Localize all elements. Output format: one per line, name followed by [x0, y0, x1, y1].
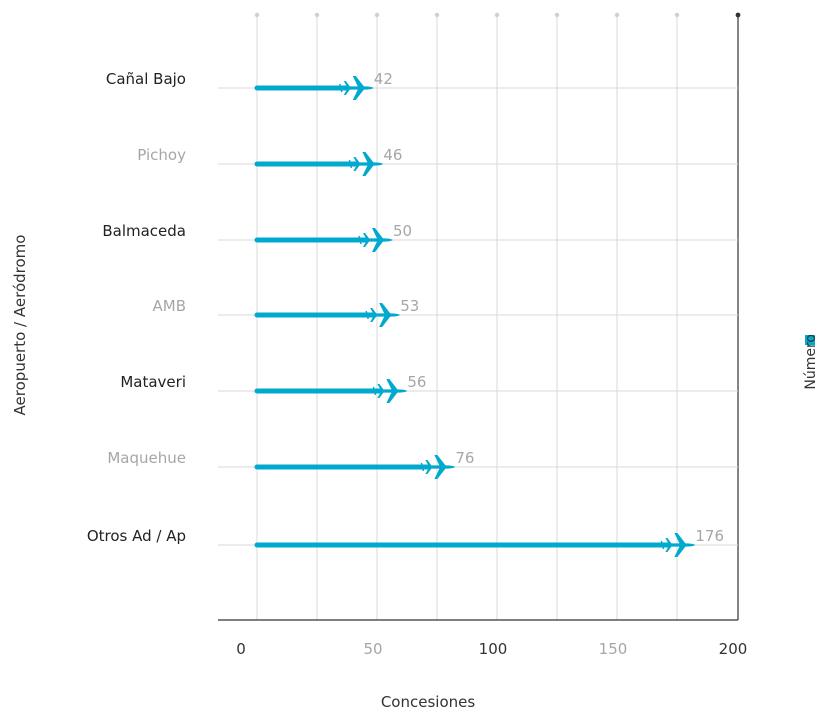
bars	[254, 76, 696, 557]
bar-tail-mark	[372, 386, 377, 396]
airplane-icon	[377, 379, 408, 403]
x-tick-label: 0	[236, 640, 246, 658]
value-label: 53	[400, 297, 419, 315]
category-label: Otros Ad / Ap	[87, 527, 186, 545]
category-labels: Cañal Bajo Pichoy Balmaceda AMB Mataveri Maqu…	[87, 70, 186, 545]
category-label: Mataveri	[120, 373, 186, 391]
bar-tail-mark	[348, 159, 353, 169]
gridline-dot	[614, 12, 620, 18]
airplane-icon	[370, 303, 401, 327]
gridline-dot	[374, 12, 380, 18]
value-label: 42	[374, 70, 393, 88]
axis-top-dot	[735, 12, 741, 18]
bar-tail-mark	[339, 83, 343, 93]
bar-tail-mark	[420, 462, 425, 472]
category-label: Pichoy	[137, 146, 186, 164]
bar-tail-mark	[660, 540, 665, 550]
y-axis-title: Aeropuerto / Aeródromo	[11, 235, 29, 416]
airplane-icon	[353, 152, 384, 176]
value-label: 46	[383, 146, 402, 164]
value-label: 176	[695, 527, 724, 545]
category-label: Balmaceda	[102, 222, 186, 240]
x-axis-title: Concesiones	[381, 693, 476, 711]
value-label: 76	[455, 449, 474, 467]
legend[interactable]: Número	[803, 334, 819, 390]
x-tick-label: 50	[363, 640, 382, 658]
value-label: 50	[393, 222, 412, 240]
gridline-dot	[494, 12, 500, 18]
gridline-dot	[434, 12, 440, 18]
x-tick-label: 150	[599, 640, 628, 658]
category-label: AMB	[153, 297, 187, 315]
gridline-dot	[254, 12, 260, 18]
airplane-icon	[343, 76, 374, 100]
gridline-dot	[554, 12, 560, 18]
category-label: Maquehue	[107, 449, 186, 467]
category-label: Cañal Bajo	[106, 70, 186, 88]
airplane-icon	[425, 455, 456, 479]
gridline-dot	[314, 12, 320, 18]
legend-label: Número	[803, 334, 819, 390]
grid	[218, 12, 741, 621]
x-tick-label: 100	[479, 640, 508, 658]
value-labels: 42 46 50 53 56 76 176	[374, 70, 724, 545]
x-tick-labels: 0 50 100 150 200	[236, 640, 747, 658]
legend-swatch	[805, 335, 815, 345]
gridline-dot	[674, 12, 680, 18]
bar-tail-mark	[358, 235, 362, 245]
bar-tail-mark	[365, 310, 369, 320]
airplane-icon	[363, 228, 393, 252]
airplane-icon	[665, 533, 696, 557]
x-tick-label: 200	[719, 640, 748, 658]
value-label: 56	[407, 373, 426, 391]
